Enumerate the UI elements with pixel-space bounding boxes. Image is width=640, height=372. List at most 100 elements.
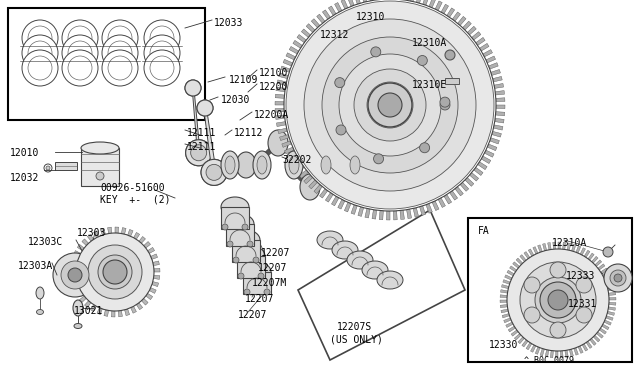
Polygon shape bbox=[603, 273, 611, 278]
Polygon shape bbox=[511, 330, 518, 336]
Polygon shape bbox=[118, 311, 122, 317]
Polygon shape bbox=[572, 244, 576, 251]
Polygon shape bbox=[598, 264, 605, 270]
Polygon shape bbox=[282, 141, 291, 147]
Circle shape bbox=[206, 164, 222, 180]
Polygon shape bbox=[477, 162, 487, 170]
Polygon shape bbox=[365, 208, 370, 218]
Text: 12030: 12030 bbox=[221, 95, 250, 105]
Circle shape bbox=[53, 253, 97, 297]
Text: 12207: 12207 bbox=[245, 294, 275, 304]
Circle shape bbox=[550, 322, 566, 338]
Circle shape bbox=[150, 56, 174, 80]
Ellipse shape bbox=[236, 152, 256, 178]
Polygon shape bbox=[494, 83, 504, 89]
Polygon shape bbox=[508, 326, 515, 332]
Polygon shape bbox=[153, 261, 159, 266]
Circle shape bbox=[22, 50, 58, 86]
Circle shape bbox=[197, 100, 213, 116]
Polygon shape bbox=[500, 300, 507, 302]
Polygon shape bbox=[556, 351, 558, 358]
Polygon shape bbox=[379, 211, 383, 220]
Circle shape bbox=[548, 290, 568, 310]
Polygon shape bbox=[108, 227, 112, 234]
Ellipse shape bbox=[268, 130, 288, 156]
Polygon shape bbox=[441, 4, 449, 14]
Polygon shape bbox=[458, 16, 466, 26]
Ellipse shape bbox=[253, 151, 271, 179]
Text: 00926-51600: 00926-51600 bbox=[100, 183, 164, 193]
Circle shape bbox=[144, 35, 180, 71]
Polygon shape bbox=[524, 251, 530, 259]
Polygon shape bbox=[278, 73, 288, 78]
Polygon shape bbox=[584, 250, 590, 257]
Ellipse shape bbox=[257, 156, 267, 174]
Circle shape bbox=[610, 270, 626, 286]
Circle shape bbox=[28, 41, 52, 65]
Circle shape bbox=[339, 54, 441, 156]
Polygon shape bbox=[502, 314, 509, 318]
Text: 12310: 12310 bbox=[356, 12, 385, 22]
Polygon shape bbox=[484, 150, 494, 157]
Polygon shape bbox=[605, 316, 613, 320]
Bar bbox=[8, 8, 205, 120]
Bar bbox=[237, 256, 265, 278]
Ellipse shape bbox=[362, 261, 388, 279]
Text: 12207: 12207 bbox=[261, 248, 291, 258]
Text: 12010: 12010 bbox=[10, 148, 40, 158]
Polygon shape bbox=[496, 98, 505, 102]
Circle shape bbox=[371, 47, 381, 57]
Circle shape bbox=[368, 83, 412, 127]
Ellipse shape bbox=[221, 197, 249, 217]
Polygon shape bbox=[578, 346, 583, 353]
Circle shape bbox=[222, 224, 228, 230]
Text: 12303: 12303 bbox=[77, 228, 106, 238]
Polygon shape bbox=[283, 59, 292, 66]
Polygon shape bbox=[493, 125, 503, 130]
Polygon shape bbox=[455, 187, 463, 196]
Text: 12331: 12331 bbox=[568, 299, 597, 309]
Polygon shape bbox=[355, 0, 360, 4]
Text: 12310A: 12310A bbox=[412, 38, 447, 48]
Polygon shape bbox=[580, 248, 586, 255]
Polygon shape bbox=[97, 308, 102, 315]
Ellipse shape bbox=[377, 271, 403, 289]
Polygon shape bbox=[558, 242, 561, 249]
Polygon shape bbox=[417, 0, 422, 3]
Circle shape bbox=[88, 245, 142, 299]
Text: 12310A: 12310A bbox=[552, 238, 588, 248]
Polygon shape bbox=[535, 347, 540, 354]
Polygon shape bbox=[338, 199, 345, 209]
Circle shape bbox=[507, 249, 609, 351]
Polygon shape bbox=[420, 206, 426, 215]
Polygon shape bbox=[148, 247, 155, 253]
Text: 12033: 12033 bbox=[214, 18, 243, 28]
Ellipse shape bbox=[81, 142, 119, 154]
Text: 12310E: 12310E bbox=[412, 80, 447, 90]
Circle shape bbox=[244, 289, 250, 295]
Polygon shape bbox=[518, 337, 524, 344]
Polygon shape bbox=[275, 115, 285, 119]
Polygon shape bbox=[387, 211, 390, 220]
Polygon shape bbox=[533, 247, 538, 254]
Polygon shape bbox=[560, 351, 563, 358]
Polygon shape bbox=[413, 208, 419, 217]
Polygon shape bbox=[351, 205, 357, 214]
Text: 12032: 12032 bbox=[10, 173, 40, 183]
Polygon shape bbox=[447, 8, 454, 17]
Circle shape bbox=[185, 80, 201, 96]
Polygon shape bbox=[476, 38, 485, 45]
Polygon shape bbox=[70, 272, 76, 276]
Polygon shape bbox=[276, 87, 285, 92]
Circle shape bbox=[304, 19, 476, 191]
Polygon shape bbox=[141, 298, 148, 305]
Text: 12303A: 12303A bbox=[18, 261, 53, 271]
Polygon shape bbox=[503, 280, 510, 284]
Ellipse shape bbox=[46, 166, 50, 170]
Polygon shape bbox=[72, 285, 79, 290]
Polygon shape bbox=[576, 246, 580, 253]
Polygon shape bbox=[280, 135, 289, 141]
Circle shape bbox=[102, 20, 138, 56]
Polygon shape bbox=[567, 243, 571, 250]
Polygon shape bbox=[317, 14, 325, 23]
